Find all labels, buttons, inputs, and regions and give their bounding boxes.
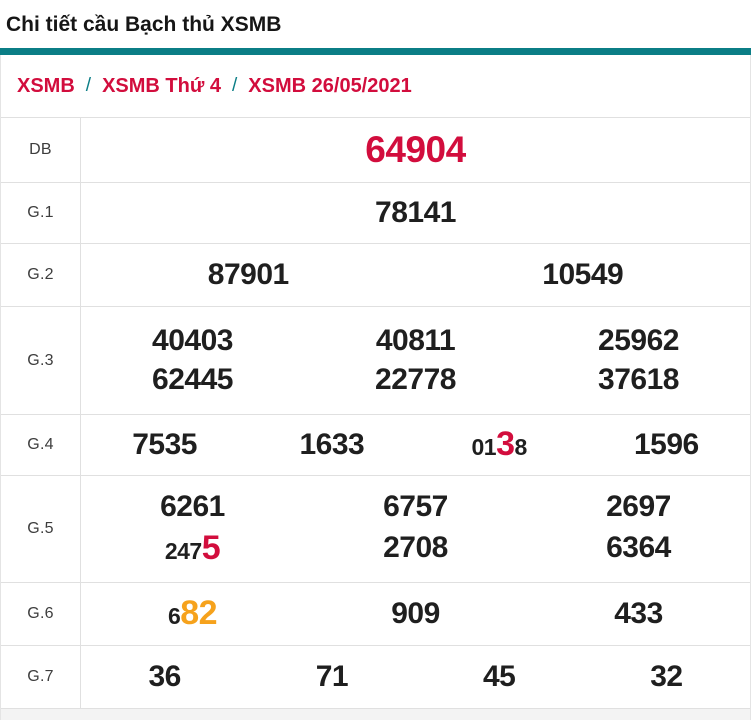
prize-number: 45 — [482, 659, 516, 695]
digits-pre: 71 — [315, 659, 349, 693]
prize-label-g1: G.1 — [1, 183, 81, 243]
digits-pre: 62445 — [152, 362, 233, 396]
prize-label-g2: G.2 — [1, 244, 81, 306]
digits-pre: 01 — [471, 434, 497, 461]
prize-number: 64904 — [365, 128, 466, 172]
accent-divider-bar — [0, 48, 751, 55]
prize-row-db: DB 64904 — [1, 118, 750, 183]
breadcrumb-link-xsmb[interactable]: XSMB — [17, 74, 75, 97]
highlighted-digits: 64904 — [365, 128, 466, 170]
highlighted-digits: 3 — [496, 425, 515, 464]
prize-row-g7: G.7 36 71 45 32 — [1, 646, 750, 709]
digits-pre: 909 — [391, 596, 440, 630]
prize-label-g5: G.5 — [1, 476, 81, 582]
prize-row-g3: G.3 40403 40811 25962 62445 22778 37618 — [1, 307, 750, 415]
prize-number: 87901 — [208, 258, 289, 293]
prize-number: 433 — [614, 597, 663, 632]
next-section-strip — [1, 709, 750, 720]
digits-pre: 78141 — [375, 195, 456, 229]
prize-number: 1633 — [300, 428, 365, 463]
prize-number: 71 — [315, 659, 349, 695]
highlighted-digits: 82 — [180, 594, 218, 633]
digits-pre: 247 — [164, 537, 202, 564]
digits-pre: 6364 — [606, 531, 671, 564]
prize-number: 6261 — [160, 490, 225, 525]
highlighted-digits: 5 — [201, 528, 221, 567]
digits-pre: 40403 — [152, 324, 233, 357]
prize-number: 909 — [391, 597, 440, 632]
digits-pre: 6 — [167, 603, 181, 630]
digits-pre: 36 — [148, 659, 181, 693]
prize-number: 22778 — [375, 363, 456, 398]
prize-row-g5: G.5 6261 6757 2697 2475 2708 6364 — [1, 476, 750, 583]
prize-label-g4: G.4 — [1, 415, 81, 475]
prize-number: 37618 — [598, 363, 679, 398]
prize-number: 2708 — [383, 531, 448, 566]
prize-label-db: DB — [1, 118, 81, 182]
digits-pre: 32 — [650, 659, 683, 693]
digits-pre: 10549 — [542, 257, 624, 291]
prize-number: 2697 — [606, 490, 671, 525]
prize-number-highlighted: 682 — [167, 594, 218, 633]
results-panel: XSMB / XSMB Thứ 4 / XSMB 26/05/2021 DB 6… — [0, 55, 751, 720]
prize-number: 36 — [148, 659, 181, 695]
digits-pre: 1633 — [299, 427, 365, 461]
prize-number: 25962 — [598, 324, 679, 359]
digits-pre: 22778 — [375, 362, 456, 396]
prize-number: 40403 — [152, 324, 233, 359]
breadcrumb-separator: / — [85, 75, 92, 96]
digits-pre: 2697 — [606, 490, 671, 524]
prize-number-highlighted: 0138 — [471, 425, 527, 464]
breadcrumb: XSMB / XSMB Thứ 4 / XSMB 26/05/2021 — [1, 55, 750, 118]
digits-pre: 40811 — [375, 324, 456, 357]
digits-pre: 7535 — [132, 427, 197, 461]
breadcrumb-link-xsmb-date[interactable]: XSMB 26/05/2021 — [248, 74, 412, 97]
digits-pre: 1596 — [634, 427, 699, 461]
prize-row-g6: G.6 682 909 433 — [1, 583, 750, 646]
prize-number: 1596 — [634, 428, 699, 463]
prize-label-g3: G.3 — [1, 307, 81, 414]
digits-post: 8 — [514, 434, 527, 461]
digits-pre: 87901 — [207, 257, 289, 291]
prize-row-g4: G.4 7535 1633 0138 1596 — [1, 415, 750, 476]
prize-number: 10549 — [542, 258, 623, 293]
prize-number: 32 — [650, 659, 683, 695]
prize-number: 40811 — [375, 324, 456, 359]
prize-number-highlighted: 2475 — [164, 528, 221, 568]
prize-number: 62445 — [152, 363, 233, 398]
digits-pre: 433 — [614, 596, 663, 630]
prize-label-g6: G.6 — [1, 583, 81, 645]
digits-pre: 37618 — [598, 362, 679, 396]
digits-pre: 45 — [482, 659, 516, 693]
prize-label-g7: G.7 — [1, 646, 81, 708]
prize-row-g1: G.1 78141 — [1, 183, 750, 244]
page-title: Chi tiết cầu Bạch thủ XSMB — [6, 13, 282, 36]
digits-pre: 2708 — [383, 531, 448, 564]
digits-pre: 25962 — [598, 324, 679, 357]
prize-row-g2: G.2 87901 10549 — [1, 244, 750, 307]
digits-pre: 6757 — [383, 490, 448, 524]
prize-number: 7535 — [132, 428, 197, 463]
breadcrumb-link-xsmb-thu-4[interactable]: XSMB Thứ 4 — [102, 74, 222, 97]
prize-number: 78141 — [375, 196, 456, 231]
digits-pre: 6261 — [160, 490, 225, 524]
breadcrumb-separator: / — [232, 75, 238, 96]
prize-number: 6364 — [606, 531, 671, 566]
prize-number: 6757 — [383, 490, 448, 525]
